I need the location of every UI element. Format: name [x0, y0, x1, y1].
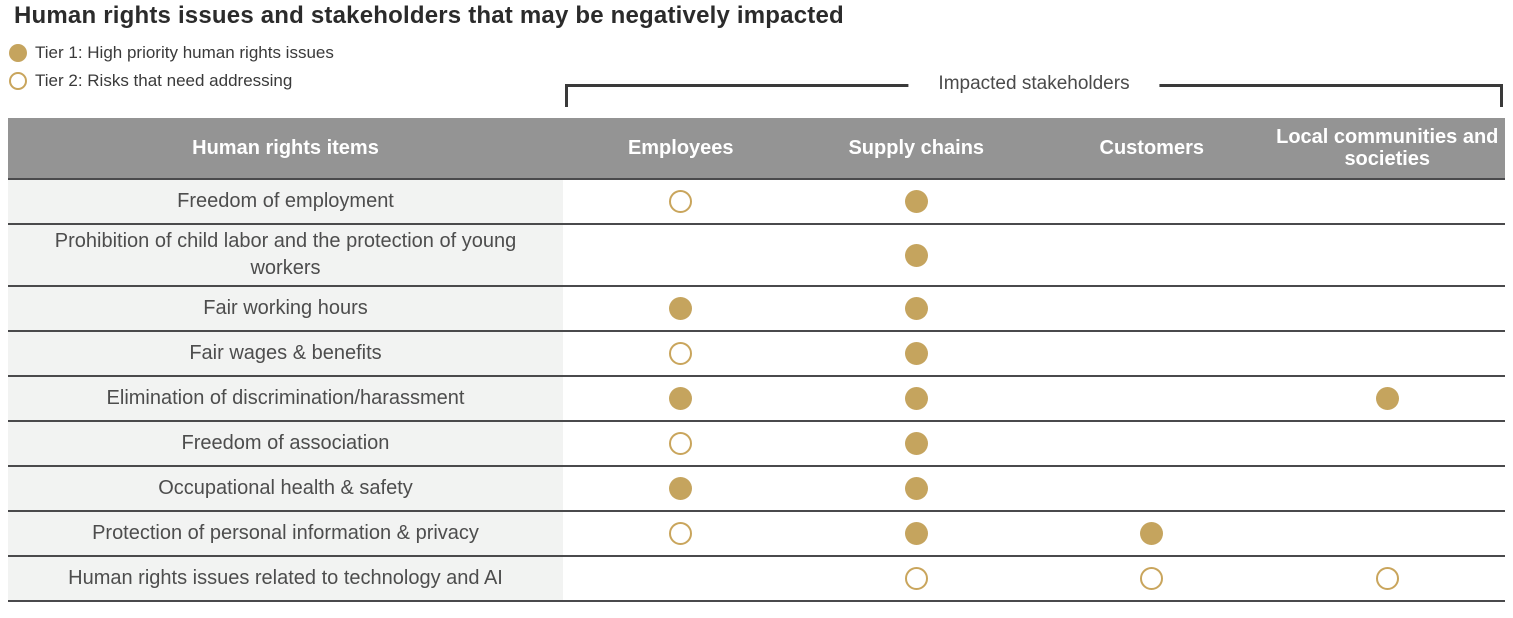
- mark-cell-supply-chains: [798, 467, 1034, 510]
- tier1-filled-circle-icon: [9, 44, 27, 62]
- table-header-row: Human rights items Employees Supply chai…: [8, 118, 1505, 178]
- tier-mark-icon: [904, 243, 928, 267]
- mark-cell-local-communities: [1269, 377, 1505, 420]
- tier-mark-icon: [1140, 567, 1164, 590]
- row-label: Fair wages & benefits: [8, 332, 563, 375]
- mark-cell-employees: [563, 467, 799, 510]
- mark-cell-customers: [1034, 287, 1270, 330]
- tier-mark-icon: [669, 477, 693, 500]
- mark-cell-customers: [1034, 225, 1270, 285]
- row-label: Elimination of discrimination/harassment: [8, 377, 563, 420]
- mark-cell-local-communities: [1269, 180, 1505, 223]
- table-row: Freedom of association: [8, 422, 1505, 467]
- table-row: Fair working hours: [8, 287, 1505, 332]
- figure-title: Human rights issues and stakeholders tha…: [14, 2, 844, 29]
- tier-mark-icon: [904, 387, 928, 410]
- tier-mark-icon: [669, 432, 693, 455]
- mark-cell-local-communities: [1269, 287, 1505, 330]
- mark-cell-supply-chains: [798, 180, 1034, 223]
- tier-mark-icon: [904, 190, 928, 213]
- mark-cell-local-communities: [1269, 332, 1505, 375]
- tier-mark-icon: [904, 567, 928, 590]
- row-label: Occupational health & safety: [8, 467, 563, 510]
- header-employees: Employees: [627, 136, 734, 159]
- legend-item-tier1: Tier 1: High priority human rights issue…: [9, 39, 334, 67]
- legend: Tier 1: High priority human rights issue…: [9, 39, 334, 95]
- row-label: Fair working hours: [8, 287, 563, 330]
- mark-cell-local-communities: [1269, 512, 1505, 555]
- legend-tier2-label: Tier 2: Risks that need addressing: [35, 71, 293, 90]
- tier-mark-icon: [904, 477, 928, 500]
- mark-cell-supply-chains: [798, 377, 1034, 420]
- tier-mark-icon: [669, 522, 693, 545]
- table-row: Elimination of discrimination/harassment: [8, 377, 1505, 422]
- tier-mark-icon: [904, 342, 928, 365]
- table-row: Protection of personal information & pri…: [8, 512, 1505, 557]
- mark-cell-supply-chains: [798, 557, 1034, 600]
- tier-mark-icon: [904, 522, 928, 545]
- mark-cell-local-communities: [1269, 225, 1505, 285]
- mark-cell-customers: [1034, 180, 1270, 223]
- header-local-communities: Local communities and societies: [1276, 125, 1499, 170]
- mark-cell-employees: [563, 225, 799, 285]
- mark-cell-employees: [563, 557, 799, 600]
- tier-mark-icon: [1140, 522, 1164, 545]
- row-label: Freedom of association: [8, 422, 563, 465]
- tier-mark-icon: [1375, 567, 1399, 590]
- table-row: Fair wages & benefits: [8, 332, 1505, 377]
- mark-cell-employees: [563, 422, 799, 465]
- tier2-open-circle-icon: [9, 72, 27, 90]
- tier-mark-icon: [669, 387, 693, 410]
- header-human-rights-items: Human rights items: [192, 136, 379, 159]
- row-label: Freedom of employment: [8, 180, 563, 223]
- row-label: Prohibition of child labor and the prote…: [8, 225, 563, 285]
- mark-cell-supply-chains: [798, 422, 1034, 465]
- mark-cell-employees: [563, 377, 799, 420]
- mark-cell-employees: [563, 512, 799, 555]
- table-row: Prohibition of child labor and the prote…: [8, 225, 1505, 287]
- mark-cell-local-communities: [1269, 467, 1505, 510]
- tier-mark-icon: [669, 190, 693, 213]
- mark-cell-supply-chains: [798, 332, 1034, 375]
- mark-cell-supply-chains: [798, 225, 1034, 285]
- mark-cell-employees: [563, 287, 799, 330]
- tier-mark-icon: [1375, 387, 1399, 410]
- legend-item-tier2: Tier 2: Risks that need addressing: [9, 67, 334, 95]
- table-body: Freedom of employment Prohibition of chi…: [8, 178, 1505, 602]
- header-supply-chains: Supply chains: [848, 136, 985, 159]
- human-rights-table: Human rights items Employees Supply chai…: [8, 118, 1505, 602]
- table-row: Human rights issues related to technolog…: [8, 557, 1505, 602]
- table-row: Freedom of employment: [8, 180, 1505, 225]
- row-label: Human rights issues related to technolog…: [8, 557, 563, 600]
- tier-mark-icon: [669, 297, 693, 320]
- mark-cell-employees: [563, 180, 799, 223]
- stakeholders-bracket-label: Impacted stakeholders: [908, 73, 1160, 95]
- tier-mark-icon: [669, 342, 693, 365]
- header-customers: Customers: [1099, 136, 1204, 159]
- mark-cell-local-communities: [1269, 422, 1505, 465]
- tier-mark-icon: [904, 432, 928, 455]
- stakeholders-bracket: Impacted stakeholders: [565, 73, 1503, 107]
- mark-cell-local-communities: [1269, 557, 1505, 600]
- mark-cell-customers: [1034, 512, 1270, 555]
- mark-cell-customers: [1034, 422, 1270, 465]
- mark-cell-employees: [563, 332, 799, 375]
- row-label: Protection of personal information & pri…: [8, 512, 563, 555]
- legend-tier1-label: Tier 1: High priority human rights issue…: [35, 43, 334, 62]
- mark-cell-supply-chains: [798, 512, 1034, 555]
- mark-cell-customers: [1034, 332, 1270, 375]
- table-row: Occupational health & safety: [8, 467, 1505, 512]
- mark-cell-supply-chains: [798, 287, 1034, 330]
- mark-cell-customers: [1034, 467, 1270, 510]
- mark-cell-customers: [1034, 377, 1270, 420]
- mark-cell-customers: [1034, 557, 1270, 600]
- tier-mark-icon: [904, 297, 928, 320]
